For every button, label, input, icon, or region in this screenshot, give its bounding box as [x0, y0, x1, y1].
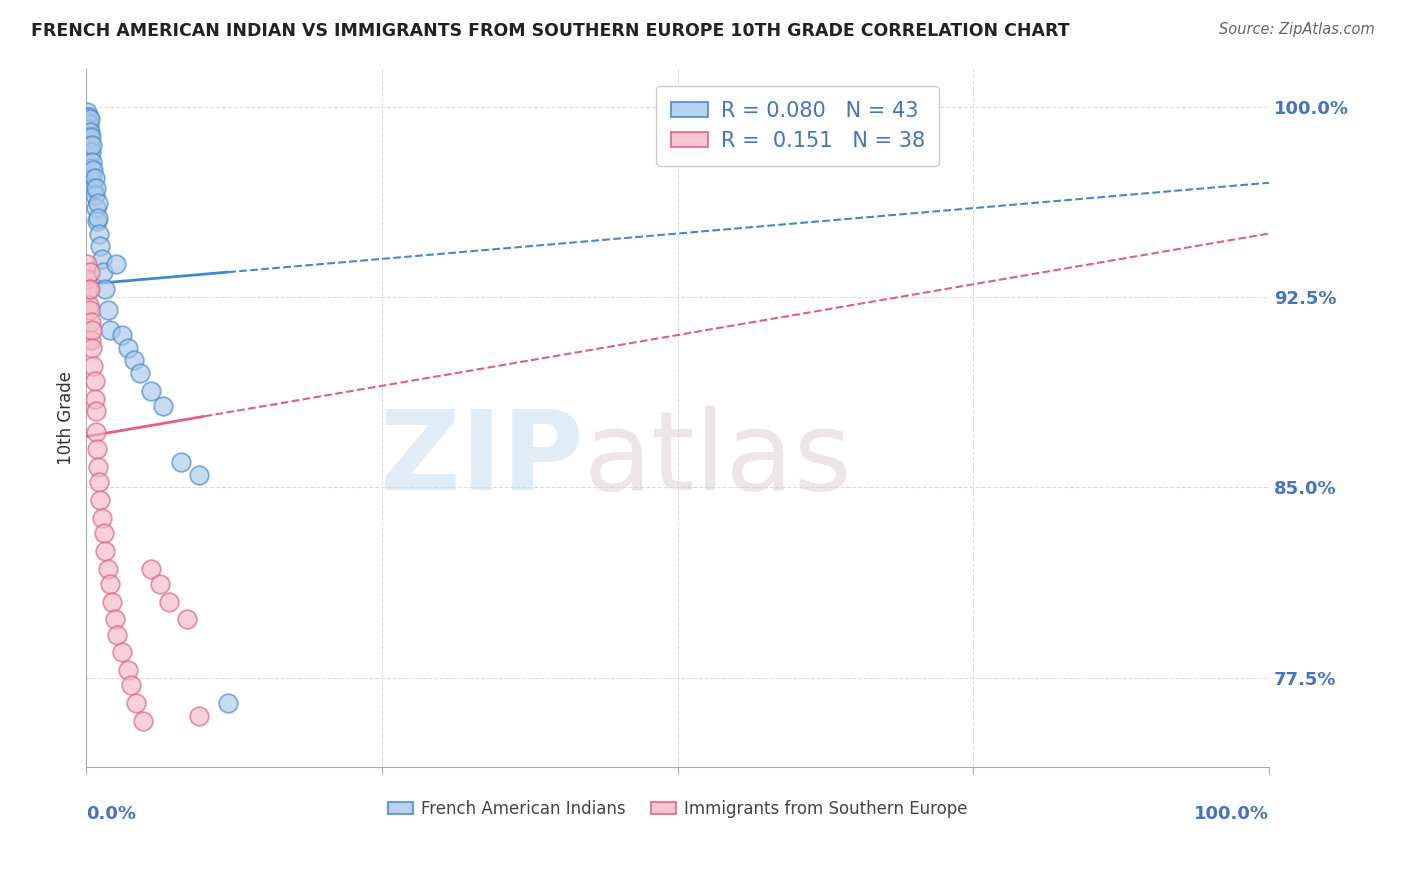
Text: atlas: atlas — [583, 406, 852, 513]
Point — [97, 302, 120, 317]
Point — [217, 696, 239, 710]
Text: ZIP: ZIP — [380, 406, 583, 513]
Point — [98, 576, 121, 591]
Point — [82, 323, 104, 337]
Point — [79, 125, 101, 139]
Point — [86, 442, 108, 457]
Point — [122, 353, 145, 368]
Point — [187, 467, 209, 482]
Point — [91, 264, 114, 278]
Point — [80, 315, 103, 329]
Point — [89, 493, 111, 508]
Point — [80, 145, 103, 160]
Point — [125, 696, 148, 710]
Text: FRENCH AMERICAN INDIAN VS IMMIGRANTS FROM SOUTHERN EUROPE 10TH GRADE CORRELATION: FRENCH AMERICAN INDIAN VS IMMIGRANTS FRO… — [31, 22, 1070, 40]
Point — [152, 399, 174, 413]
Point — [82, 181, 104, 195]
Point — [82, 341, 104, 355]
Point — [120, 678, 142, 692]
Point — [82, 163, 104, 178]
Point — [82, 359, 104, 373]
Point — [83, 374, 105, 388]
Text: 0.0%: 0.0% — [86, 805, 136, 823]
Point — [79, 264, 101, 278]
Point — [157, 594, 180, 608]
Point — [79, 302, 101, 317]
Point — [89, 475, 111, 490]
Text: Source: ZipAtlas.com: Source: ZipAtlas.com — [1219, 22, 1375, 37]
Point — [90, 252, 112, 266]
Point — [176, 612, 198, 626]
Point — [94, 282, 117, 296]
Point — [79, 282, 101, 296]
Point — [101, 594, 124, 608]
Text: 100.0%: 100.0% — [1194, 805, 1270, 823]
Point — [83, 392, 105, 406]
Point — [76, 272, 98, 286]
Point — [87, 211, 110, 226]
Point — [111, 328, 134, 343]
Point — [187, 708, 209, 723]
Point — [79, 137, 101, 152]
Point — [77, 117, 100, 131]
Point — [83, 170, 105, 185]
Point — [132, 714, 155, 728]
Point — [97, 561, 120, 575]
Point — [149, 576, 172, 591]
Point — [117, 663, 139, 677]
Point — [84, 404, 107, 418]
Point — [84, 181, 107, 195]
Point — [84, 201, 107, 215]
Point — [105, 627, 128, 641]
Legend: French American Indians, Immigrants from Southern Europe: French American Indians, Immigrants from… — [381, 793, 974, 824]
Point — [77, 110, 100, 124]
Point — [89, 227, 111, 241]
Point — [77, 130, 100, 145]
Point — [93, 526, 115, 541]
Point — [79, 150, 101, 164]
Point — [82, 170, 104, 185]
Point — [76, 104, 98, 119]
Point — [87, 460, 110, 475]
Point — [86, 214, 108, 228]
Point — [128, 366, 150, 380]
Point — [87, 196, 110, 211]
Point — [170, 455, 193, 469]
Point — [83, 188, 105, 202]
Y-axis label: 10th Grade: 10th Grade — [58, 370, 75, 465]
Point — [104, 612, 127, 626]
Point — [82, 155, 104, 169]
Point — [90, 511, 112, 525]
Point — [82, 137, 104, 152]
Point — [117, 341, 139, 355]
Point — [94, 543, 117, 558]
Point — [77, 122, 100, 136]
Point — [79, 112, 101, 127]
Point — [84, 425, 107, 439]
Point — [98, 323, 121, 337]
Point — [76, 257, 98, 271]
Point — [80, 333, 103, 347]
Point — [141, 561, 163, 575]
Point — [104, 257, 127, 271]
Point — [77, 282, 100, 296]
Point — [80, 161, 103, 175]
Point — [141, 384, 163, 398]
Point — [77, 297, 100, 311]
Point — [76, 110, 98, 124]
Point — [111, 645, 134, 659]
Point — [76, 115, 98, 129]
Point — [89, 239, 111, 253]
Point — [80, 130, 103, 145]
